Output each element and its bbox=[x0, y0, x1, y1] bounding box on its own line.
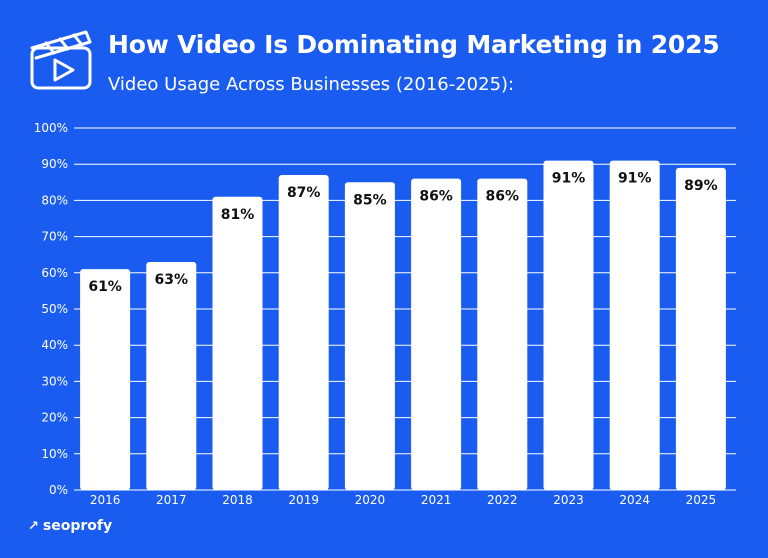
y-tick-label: 0% bbox=[49, 483, 68, 497]
data-label: 86% bbox=[419, 189, 453, 205]
y-tick-label: 20% bbox=[41, 411, 68, 425]
bar bbox=[146, 261, 197, 490]
bar bbox=[344, 182, 395, 491]
y-tick-label: 60% bbox=[41, 266, 68, 280]
x-tick-label: 2017 bbox=[156, 493, 187, 507]
video-clapperboard-icon bbox=[30, 30, 92, 90]
data-label: 61% bbox=[88, 279, 122, 295]
x-tick-label: 2016 bbox=[90, 493, 121, 507]
y-tick-label: 80% bbox=[41, 193, 68, 207]
bar bbox=[675, 167, 726, 490]
bar bbox=[543, 160, 594, 490]
bar bbox=[212, 196, 263, 490]
bar bbox=[411, 178, 462, 490]
x-tick-label: 2018 bbox=[222, 493, 253, 507]
y-tick-label: 30% bbox=[41, 374, 68, 388]
bar bbox=[278, 175, 329, 490]
x-tick-label: 2020 bbox=[355, 493, 386, 507]
data-label: 89% bbox=[684, 178, 718, 194]
x-tick-label: 2025 bbox=[686, 493, 717, 507]
bar bbox=[80, 269, 131, 490]
bar bbox=[609, 160, 660, 490]
x-tick-label: 2022 bbox=[487, 493, 518, 507]
data-label: 91% bbox=[552, 171, 586, 187]
data-label: 63% bbox=[155, 272, 189, 288]
arrow-icon: ↗ bbox=[28, 518, 39, 534]
y-tick-label: 50% bbox=[41, 302, 68, 316]
y-tick-label: 100% bbox=[34, 121, 68, 135]
x-tick-label: 2021 bbox=[421, 493, 452, 507]
y-tick-label: 10% bbox=[41, 447, 68, 461]
data-label: 85% bbox=[353, 192, 387, 208]
data-label: 81% bbox=[221, 207, 255, 223]
y-tick-label: 40% bbox=[41, 338, 68, 352]
y-tick-label: 70% bbox=[41, 230, 68, 244]
data-label: 86% bbox=[486, 189, 520, 205]
brand-logo: ↗ seoprofy bbox=[28, 518, 112, 534]
brand-name: seoprofy bbox=[42, 518, 113, 534]
bar bbox=[477, 178, 528, 490]
chart-title: How Video Is Dominating Marketing in 202… bbox=[108, 30, 720, 59]
data-label: 91% bbox=[618, 171, 652, 187]
x-tick-label: 2023 bbox=[553, 493, 584, 507]
y-tick-label: 90% bbox=[41, 157, 68, 171]
x-tick-label: 2024 bbox=[619, 493, 650, 507]
x-tick-label: 2019 bbox=[288, 493, 319, 507]
chart-subtitle: Video Usage Across Businesses (2016-2025… bbox=[108, 74, 515, 95]
data-label: 87% bbox=[287, 185, 321, 201]
